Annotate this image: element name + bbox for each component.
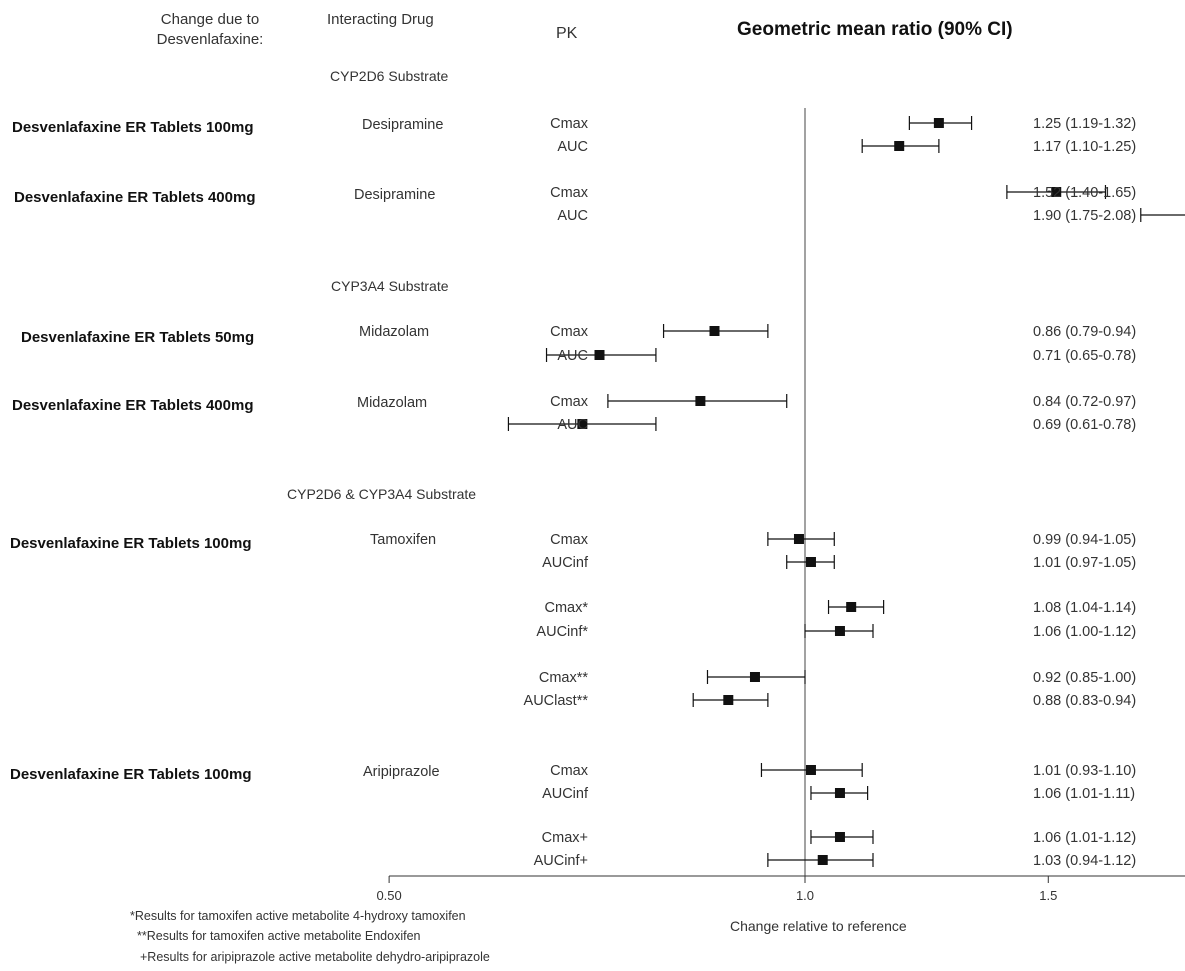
footnote: **Results for tamoxifen active metabolit… — [137, 929, 420, 943]
x-axis-label: Change relative to reference — [730, 918, 907, 934]
ratio-value: 0.88 (0.83-0.94) — [1033, 693, 1136, 709]
pk-label: Cmax — [550, 324, 589, 340]
ratio-value: 0.99 (0.94-1.05) — [1033, 532, 1136, 548]
pk-label: AUCinf — [542, 555, 589, 571]
pk-label: AUC — [557, 208, 588, 224]
pk-label: AUC — [557, 348, 588, 364]
ratio-value: 1.01 (0.93-1.10) — [1033, 763, 1136, 779]
ratio-value: 1.06 (1.00-1.12) — [1033, 624, 1136, 640]
ratio-value: 0.69 (0.61-0.78) — [1033, 417, 1136, 433]
ratio-value: 0.84 (0.72-0.97) — [1033, 394, 1136, 410]
ratio-value: 1.06 (1.01-1.11) — [1033, 786, 1135, 802]
pk-label: Cmax** — [539, 670, 589, 686]
point-estimate — [846, 602, 856, 612]
ratio-value: 0.86 (0.79-0.94) — [1033, 324, 1136, 340]
point-estimate — [934, 118, 944, 128]
pk-label: AUCinf — [542, 786, 589, 802]
x-tick-label: 0.50 — [376, 888, 401, 903]
ratio-value: 0.71 (0.65-0.78) — [1033, 348, 1136, 364]
ratio-value: 1.17 (1.10-1.25) — [1033, 139, 1136, 155]
point-estimate — [835, 832, 845, 842]
ratio-value: 1.25 (1.19-1.32) — [1033, 116, 1136, 132]
pk-label: Cmax — [550, 116, 589, 132]
footnote: *Results for tamoxifen active metabolite… — [130, 909, 466, 923]
x-tick-label: 1.0 — [796, 888, 814, 903]
pk-label: Cmax — [550, 532, 589, 548]
point-estimate — [710, 326, 720, 336]
x-tick-label: 1.5 — [1039, 888, 1057, 903]
pk-label: Cmax — [550, 185, 589, 201]
point-estimate — [794, 534, 804, 544]
point-estimate — [595, 350, 605, 360]
point-estimate — [723, 695, 733, 705]
ratio-value: 1.03 (0.94-1.12) — [1033, 853, 1136, 869]
ratio-value: 1.01 (0.97-1.05) — [1033, 555, 1136, 571]
point-estimate — [695, 396, 705, 406]
pk-label: AUCinf* — [536, 624, 588, 640]
pk-label: AUC — [557, 139, 588, 155]
ratio-value: 1.90 (1.75-2.08) — [1033, 208, 1136, 224]
pk-label: AUC — [557, 417, 588, 433]
point-estimate — [894, 141, 904, 151]
pk-label: Cmax — [550, 763, 589, 779]
point-estimate — [750, 672, 760, 682]
pk-label: Cmax+ — [542, 830, 588, 846]
pk-label: AUCinf+ — [534, 853, 588, 869]
ratio-value: 0.92 (0.85-1.00) — [1033, 670, 1136, 686]
point-estimate — [818, 855, 828, 865]
pk-label: Cmax* — [544, 600, 588, 616]
pk-label: AUClast** — [524, 693, 589, 709]
ratio-value: 1.06 (1.01-1.12) — [1033, 830, 1136, 846]
point-estimate — [806, 765, 816, 775]
ratio-value: 1.08 (1.04-1.14) — [1033, 600, 1136, 616]
pk-label: Cmax — [550, 394, 589, 410]
footnote: +Results for aripiprazole active metabol… — [140, 950, 490, 964]
point-estimate — [835, 788, 845, 798]
ratio-value: 1.52 (1.40-1.65) — [1033, 185, 1136, 201]
point-estimate — [806, 557, 816, 567]
point-estimate — [835, 626, 845, 636]
